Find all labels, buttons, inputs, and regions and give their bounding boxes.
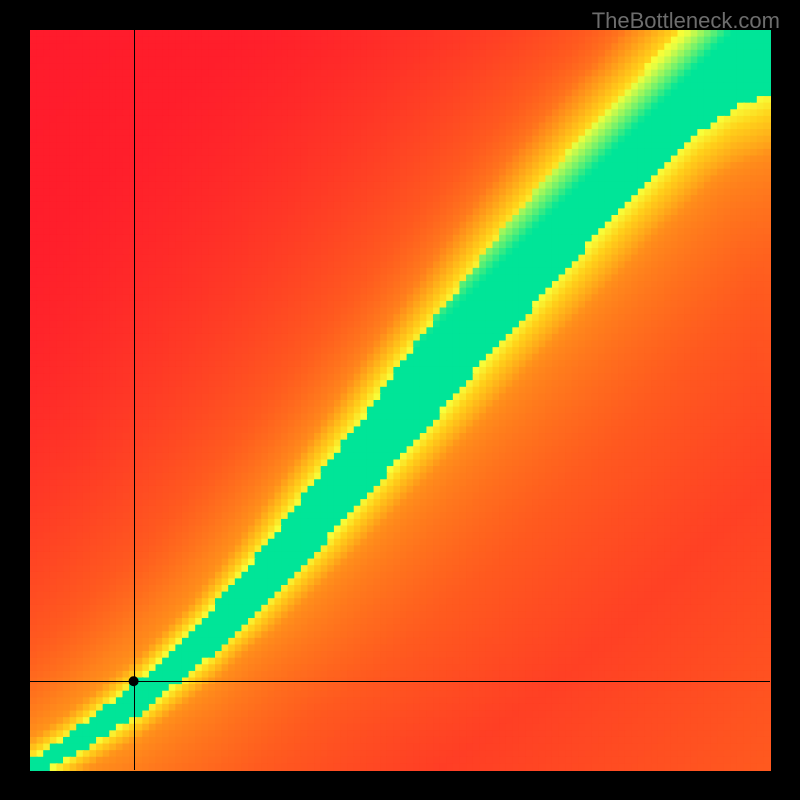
watermark-label: TheBottleneck.com (592, 8, 780, 34)
bottleneck-heatmap (0, 0, 800, 800)
chart-container: TheBottleneck.com (0, 0, 800, 800)
